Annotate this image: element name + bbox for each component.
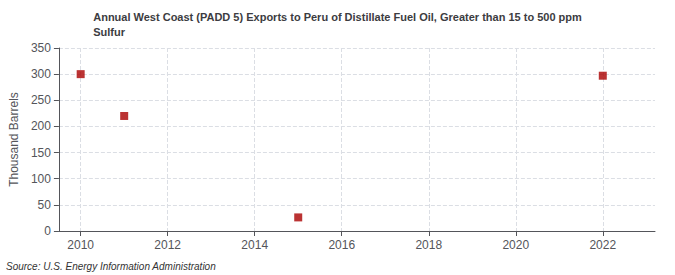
svg-text:250: 250 — [31, 93, 51, 107]
svg-text:200: 200 — [31, 119, 51, 133]
svg-text:Thousand Barrels: Thousand Barrels — [7, 92, 21, 187]
svg-text:300: 300 — [31, 67, 51, 81]
svg-text:2012: 2012 — [154, 238, 181, 252]
svg-text:2022: 2022 — [589, 238, 616, 252]
svg-text:2020: 2020 — [502, 238, 529, 252]
svg-text:150: 150 — [31, 146, 51, 160]
svg-text:50: 50 — [38, 198, 52, 212]
svg-text:Sulfur: Sulfur — [93, 26, 125, 38]
svg-text:100: 100 — [31, 172, 51, 186]
svg-text:350: 350 — [31, 41, 51, 55]
svg-text:Annual West Coast (PADD 5) Exp: Annual West Coast (PADD 5) Exports to Pe… — [93, 11, 582, 23]
svg-text:Source: U.S. Energy Informatio: Source: U.S. Energy Information Administ… — [6, 261, 216, 272]
svg-text:2018: 2018 — [415, 238, 442, 252]
svg-text:0: 0 — [44, 224, 51, 238]
svg-text:2010: 2010 — [67, 238, 94, 252]
svg-text:2016: 2016 — [328, 238, 355, 252]
svg-text:2014: 2014 — [241, 238, 268, 252]
